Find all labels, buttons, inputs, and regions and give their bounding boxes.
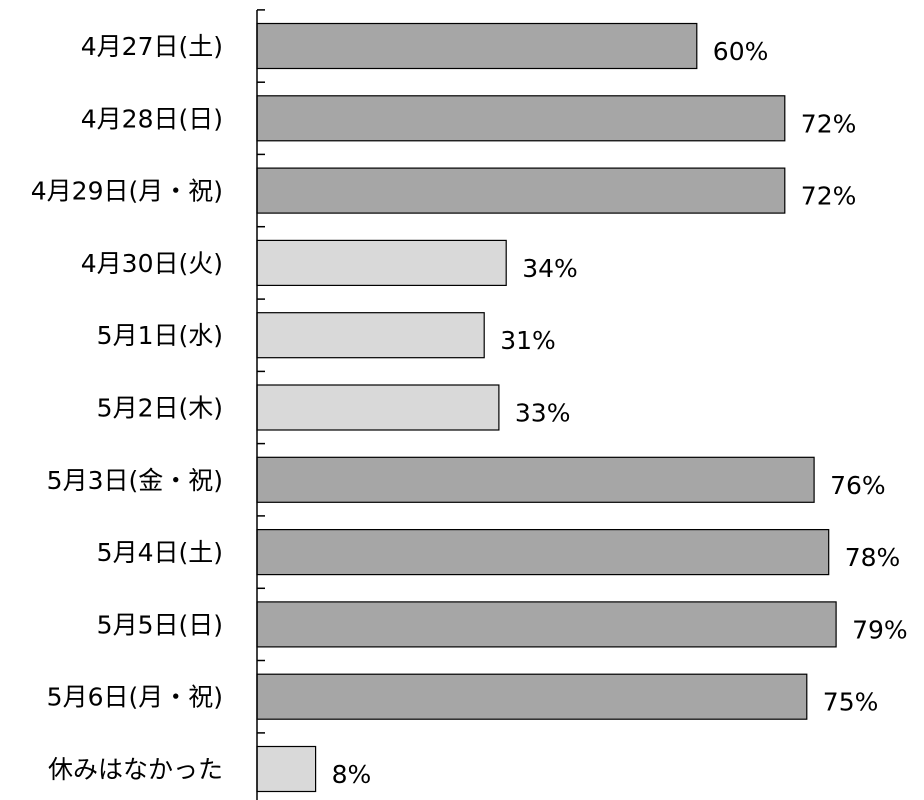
category-label-2: 4月28日(日) — [81, 104, 223, 133]
bars-layer — [256, 22, 837, 793]
category-label-5: 5月1日(水) — [97, 321, 223, 350]
category-label-1: 4月27日(土) — [81, 32, 223, 61]
value-label-5: 31% — [500, 326, 556, 355]
category-label-7: 5月3日(金・祝) — [47, 466, 223, 495]
value-label-7: 76% — [830, 471, 886, 500]
bar-11 — [256, 745, 317, 793]
value-label-10: 75% — [823, 688, 879, 717]
bar-5 — [256, 312, 485, 359]
category-label-11: 休みはなかった — [48, 755, 223, 784]
category-label-3: 4月29日(月・祝) — [31, 177, 223, 206]
bar-4 — [256, 239, 507, 286]
bar-10 — [256, 673, 808, 720]
bar-9 — [256, 601, 837, 648]
bar-6 — [256, 384, 500, 431]
category-label-10: 5月6日(月・祝) — [47, 683, 223, 712]
value-label-6: 33% — [515, 399, 571, 428]
category-label-8: 5月4日(土) — [97, 538, 223, 567]
value-label-2: 72% — [801, 109, 857, 138]
value-label-3: 72% — [801, 182, 857, 211]
value-label-8: 78% — [845, 543, 901, 572]
category-label-9: 5月5日(日) — [97, 610, 223, 639]
labels-layer: 4月27日(土) 60% 4月28日(日) 72% 4月29日(月・祝) 72% 4月30日… — [31, 32, 908, 789]
value-label-1: 60% — [713, 37, 769, 66]
value-label-9: 79% — [852, 615, 908, 644]
category-label-6: 5月2日(木) — [97, 394, 223, 423]
value-label-4: 34% — [522, 254, 578, 283]
bar-7 — [256, 456, 815, 503]
value-label-11: 8% — [332, 760, 372, 789]
bar-8 — [256, 528, 830, 576]
bar-1 — [256, 22, 698, 70]
axis-layer — [256, 9, 265, 800]
bar-3 — [256, 167, 786, 214]
bar-2 — [256, 95, 786, 142]
category-label-4: 4月30日(火) — [81, 249, 223, 278]
